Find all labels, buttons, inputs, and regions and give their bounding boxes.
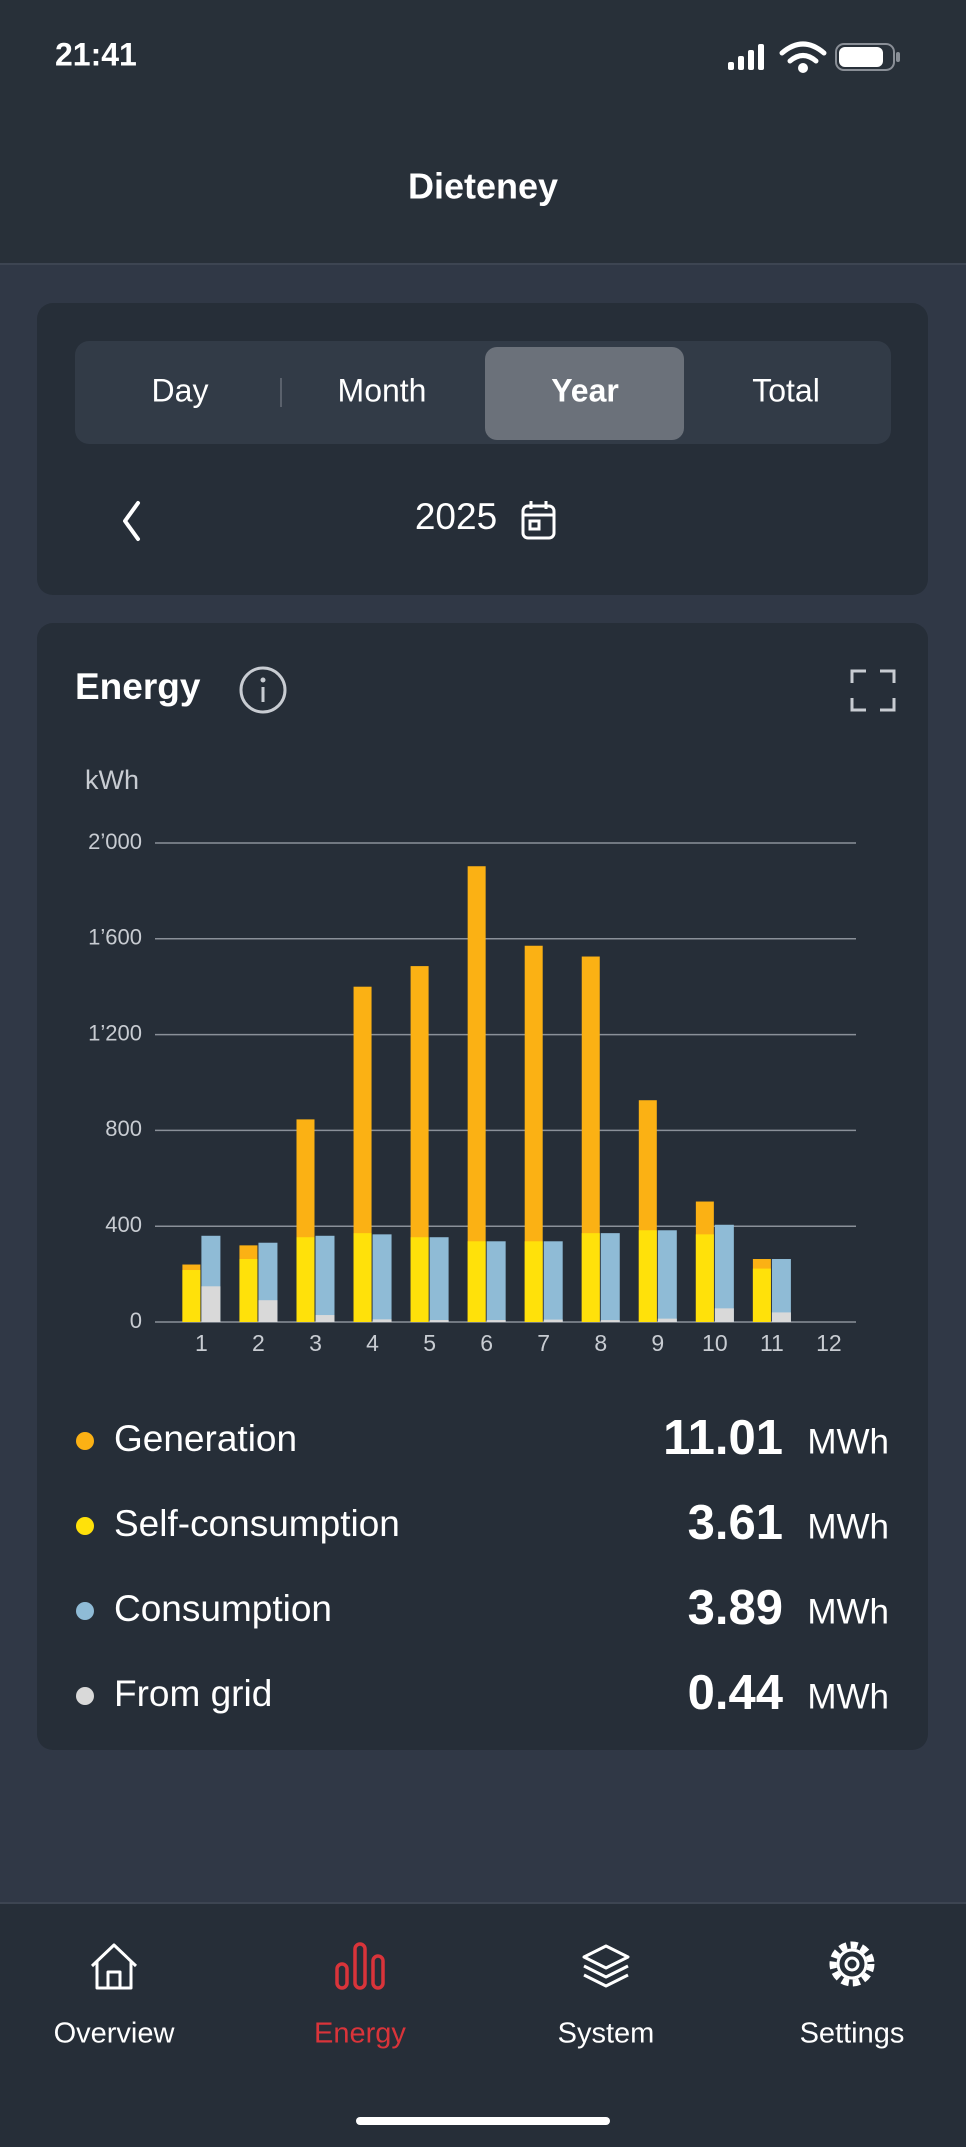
bar [239,1259,258,1322]
signal-icon [728,44,764,70]
period-tab[interactable]: Total [752,372,820,408]
x-tick-label: 8 [594,1330,607,1356]
legend-dot [76,1687,94,1705]
summary-unit: MWh [807,1677,889,1716]
period-year[interactable]: 2025 [415,496,497,537]
home-indicator [356,2117,610,2125]
legend-dot [76,1432,94,1450]
overview-icon[interactable] [90,1943,138,1990]
legend-label: Generation [114,1418,297,1459]
nav-label[interactable]: Settings [800,2018,905,2050]
bar [638,1230,657,1322]
period-tab[interactable]: Day [152,372,209,408]
card-title: Energy [75,666,201,707]
bar [600,1320,620,1322]
nav-label[interactable]: Energy [314,2018,406,2050]
y-tick-label: 400 [105,1212,142,1237]
bar [581,1233,600,1322]
summary-value: 3.61 [688,1496,783,1550]
page-title: Dieteney [408,166,558,207]
bar [372,1319,392,1322]
summary-unit: MWh [807,1507,889,1546]
bar [467,866,486,1322]
x-tick-label: 11 [760,1330,784,1356]
bar [486,1241,506,1322]
tab-bar [75,341,891,444]
bar [600,1233,620,1322]
info-icon[interactable] [239,666,287,714]
bar [315,1235,335,1322]
system-icon[interactable] [582,1944,630,1988]
bar [467,1241,486,1322]
x-tick-label: 10 [702,1330,728,1356]
y-tick-label: 0 [130,1308,142,1333]
header-bg [0,0,966,264]
y-tick-label: 2’000 [88,829,142,854]
bar [543,1241,563,1322]
x-tick-label: 5 [423,1330,436,1356]
bar [581,956,600,1322]
bar [182,1270,201,1322]
bar [372,1234,392,1322]
battery-icon [835,43,900,71]
legend-label: From grid [114,1673,272,1714]
tab-selected-bg[interactable] [485,347,684,440]
legend-label: Consumption [114,1588,332,1629]
energy-icon[interactable] [335,1942,385,1990]
wifi-icon [779,41,827,73]
bar [296,1237,315,1322]
x-tick-label: 7 [537,1330,550,1356]
nav-bar [0,1903,966,2147]
legend-dot [76,1602,94,1620]
x-tick-label: 9 [651,1330,664,1356]
y-tick-label: 1’600 [88,925,142,950]
bar [410,966,429,1322]
bar [410,1237,429,1322]
bar [429,1320,449,1322]
bar [657,1318,677,1322]
bar [714,1308,734,1322]
x-tick-label: 2 [252,1330,265,1356]
bar [714,1224,734,1322]
bar [752,1268,771,1322]
bar [771,1312,791,1322]
bar [429,1237,449,1322]
bar [695,1234,714,1322]
calendar-icon[interactable] [521,501,556,540]
period-tab[interactable]: Year [551,372,619,408]
bar [486,1320,506,1322]
y-tick-label: 800 [105,1116,142,1141]
summary-value: 11.01 [663,1411,783,1465]
bar [353,1233,372,1322]
status-time: 21:41 [55,36,137,72]
y-axis-unit: kWh [85,765,139,795]
bar [258,1300,278,1322]
bar [771,1259,791,1322]
bar [315,1315,335,1322]
summary-value: 0.44 [688,1666,783,1720]
x-tick-label: 6 [480,1330,493,1356]
legend-dot [76,1517,94,1535]
bar [524,1241,543,1322]
y-tick-label: 1’200 [88,1020,142,1045]
bar [657,1230,677,1322]
x-tick-label: 12 [816,1330,842,1356]
fullscreen-icon[interactable] [850,669,896,712]
nav-label[interactable]: System [558,2018,655,2050]
settings-icon[interactable] [829,1941,875,1987]
previous-button[interactable] [123,501,140,541]
nav-label[interactable]: Overview [54,2018,176,2050]
summary-value: 3.89 [688,1581,783,1635]
legend-label: Self-consumption [114,1503,400,1544]
summary-unit: MWh [807,1422,889,1461]
summary-unit: MWh [807,1592,889,1631]
period-tab[interactable]: Month [338,372,427,408]
bar [524,945,543,1322]
x-tick-label: 1 [195,1330,208,1356]
x-tick-label: 3 [309,1330,322,1356]
bar [201,1286,221,1322]
x-tick-label: 4 [366,1330,379,1356]
bar [543,1319,563,1322]
